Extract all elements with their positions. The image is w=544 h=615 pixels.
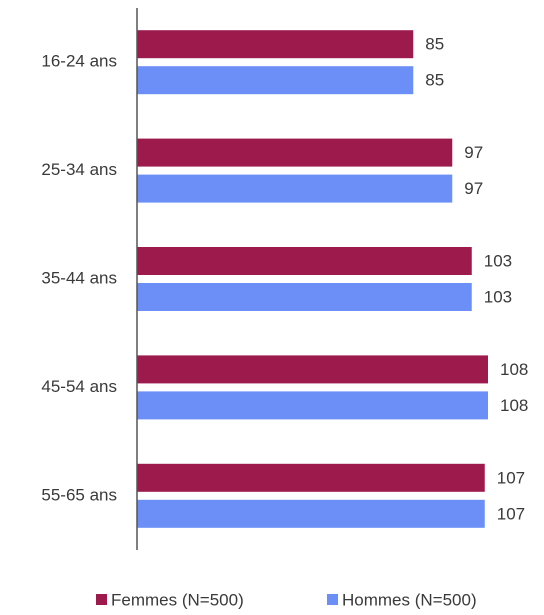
value-label: 103 <box>484 287 512 306</box>
legend-swatch <box>96 594 107 605</box>
value-label: 108 <box>500 360 528 379</box>
y-tick-label: 16-24 ans <box>41 52 117 71</box>
value-label: 107 <box>497 504 525 523</box>
bar <box>137 138 453 167</box>
bar <box>137 30 414 59</box>
bar <box>137 66 414 95</box>
y-tick-label: 35-44 ans <box>41 268 117 287</box>
value-label: 103 <box>484 251 512 270</box>
legend-label: Hommes (N=500) <box>342 590 477 609</box>
legend-swatch <box>327 594 338 605</box>
value-label: 97 <box>464 143 483 162</box>
bar <box>137 355 488 384</box>
bar <box>137 283 472 311</box>
y-tick-label: 55-65 ans <box>41 485 117 504</box>
bar <box>137 391 488 420</box>
value-label: 108 <box>500 396 528 415</box>
bar <box>137 174 453 203</box>
value-label: 85 <box>425 35 444 54</box>
value-label: 85 <box>425 71 444 90</box>
y-tick-label: 45-54 ans <box>41 377 117 396</box>
bar <box>137 463 485 492</box>
value-label: 97 <box>464 179 483 198</box>
legend-label: Femmes (N=500) <box>111 590 244 609</box>
bar <box>137 247 472 275</box>
y-tick-label: 25-34 ans <box>41 160 117 179</box>
bar <box>137 499 485 528</box>
value-label: 107 <box>497 468 525 487</box>
